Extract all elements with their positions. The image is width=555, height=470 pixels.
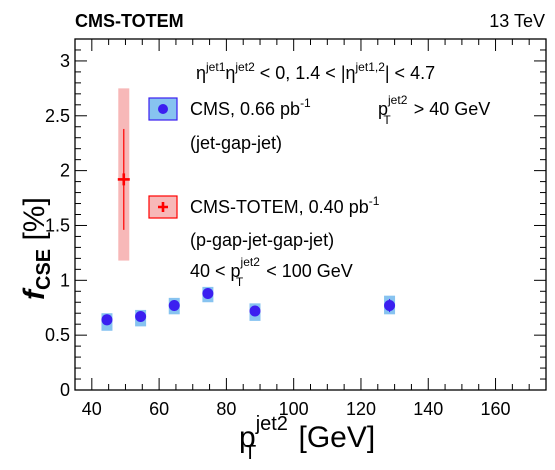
cms-point: [249, 305, 261, 317]
x-tick-label: 100: [279, 399, 309, 419]
plot-frame: [74, 38, 547, 391]
axis-ticks: 40 60 80 100 120 140 160 0 0.5 1 1.5 2 2.5 3: [45, 39, 546, 419]
legend-cms-marker: [158, 104, 168, 114]
energy-label: 13 TeV: [489, 11, 545, 31]
cms-point: [384, 300, 396, 312]
y-tick-label: 1.5: [45, 215, 70, 235]
legend-cms-label: CMS, 0.66 pb-1: [190, 96, 311, 119]
x-tick-label: 80: [216, 399, 236, 419]
x-tick-label: 120: [346, 399, 376, 419]
y-tick-label: 2: [60, 161, 70, 181]
cms-point: [135, 311, 147, 323]
data-points: [101, 128, 396, 326]
cms-point: [101, 314, 113, 326]
legend-cms-sublabel: (jet-gap-jet): [190, 133, 282, 153]
pt-range-annotation: 40 < pjet2 T < 100 GeV: [190, 255, 353, 289]
eta-cut-annotation: ηjet1ηjet2 < 0, 1.4 < |ηjet1,2| < 4.7: [196, 60, 435, 83]
legend-totem-label: CMS-TOTEM, 0.40 pb-1: [190, 194, 380, 217]
cms-point: [168, 300, 180, 312]
legend-totem-sublabel: (p-gap-jet-gap-jet): [190, 230, 334, 250]
y-tick-label: 1: [60, 270, 70, 290]
pt-cut-annotation: pjet2 T > 40 GeV: [378, 93, 490, 127]
x-tick-label: 160: [481, 399, 511, 419]
cms-point: [202, 287, 214, 299]
x-tick-label: 60: [149, 399, 169, 419]
experiment-label: CMS-TOTEM: [75, 11, 184, 31]
y-axis-title: fCSE [%]: [18, 197, 55, 300]
y-tick-label: 2.5: [45, 106, 70, 126]
y-tick-label: 3: [60, 51, 70, 71]
x-tick-label: 40: [82, 399, 102, 419]
y-tick-label: 0.5: [45, 325, 70, 345]
x-axis-title: pjet2 T [GeV]: [239, 413, 375, 464]
x-tick-label: 140: [413, 399, 443, 419]
legend-totem-marker: [158, 202, 168, 212]
y-tick-label: 0: [60, 380, 70, 400]
